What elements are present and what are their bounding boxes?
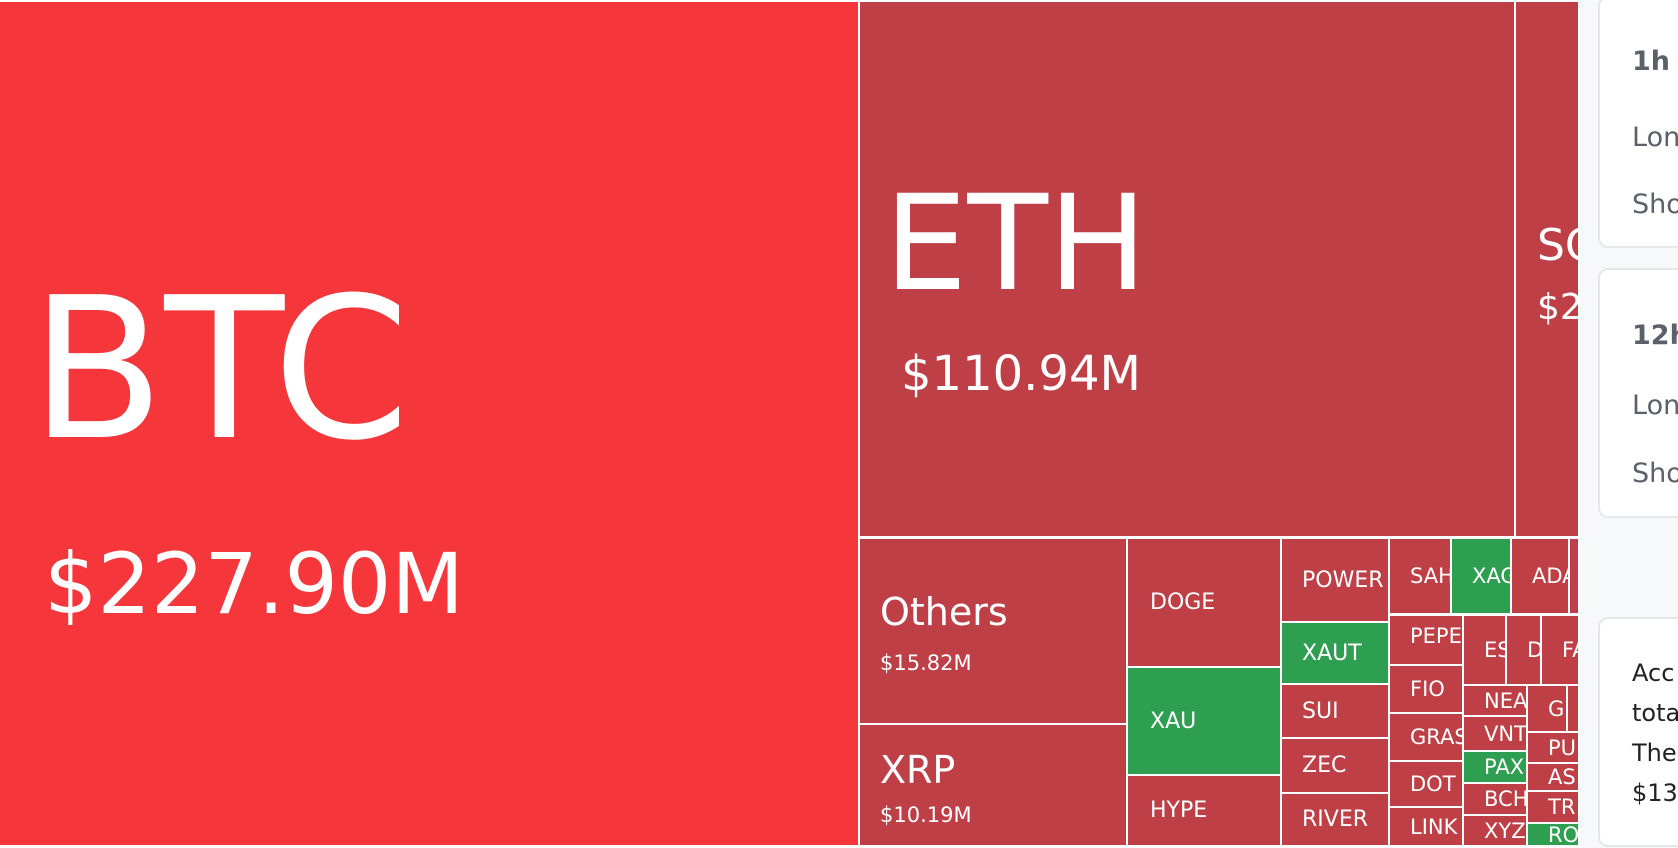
tile-doge[interactable]: DOGE bbox=[1128, 539, 1280, 666]
card-12h: 12h Lon Sho bbox=[1598, 268, 1678, 518]
summary-line: The bbox=[1632, 739, 1677, 767]
tile-symbol: ETH bbox=[884, 167, 1148, 321]
tile-pepe[interactable]: PEPE bbox=[1390, 616, 1462, 664]
tile-value: $2 bbox=[1537, 287, 1578, 328]
tile-symbol: XRP bbox=[880, 748, 956, 792]
summary-line: Acc bbox=[1632, 659, 1675, 687]
tile-tr[interactable]: TR bbox=[1528, 792, 1578, 822]
tile-value: $110.94M bbox=[901, 346, 1141, 402]
card-title: 12h bbox=[1632, 320, 1678, 351]
tile-pu[interactable]: PU bbox=[1528, 733, 1578, 762]
long-label: Lon bbox=[1632, 122, 1678, 153]
long-label: Lon bbox=[1632, 390, 1678, 421]
card-title: 1h bbox=[1632, 46, 1671, 77]
tile-as[interactable]: AS bbox=[1528, 764, 1578, 790]
card-summary: Acc tota The $13 bbox=[1598, 617, 1678, 847]
liquidation-treemap: BTC $227.90M ETH $110.94M SO $2 Others $… bbox=[0, 2, 1578, 845]
summary-line: tota bbox=[1632, 699, 1678, 727]
tile-xrp[interactable]: XRP $10.19M bbox=[860, 725, 1126, 845]
tile-btc[interactable]: BTC $227.90M bbox=[0, 2, 858, 845]
tile-es[interactable]: ES bbox=[1464, 616, 1505, 684]
tile-symbol: SO bbox=[1537, 220, 1578, 271]
tile-zec[interactable]: ZEC bbox=[1282, 739, 1388, 792]
tile-xau[interactable]: XAU bbox=[1128, 668, 1280, 774]
tile-ada[interactable]: ADA bbox=[1512, 539, 1568, 613]
tile-hype[interactable]: HYPE bbox=[1128, 776, 1280, 845]
tile-sah[interactable]: SAH bbox=[1390, 539, 1450, 613]
tile-sol[interactable]: SO $2 bbox=[1516, 2, 1578, 536]
tile-link[interactable]: LINK bbox=[1390, 808, 1462, 845]
tile-sliver[interactable] bbox=[1568, 686, 1578, 731]
tile-pax[interactable]: PAX bbox=[1464, 752, 1526, 782]
short-label: Sho bbox=[1632, 458, 1678, 489]
tile-power[interactable]: POWER bbox=[1282, 539, 1388, 621]
tile-fa[interactable]: FA bbox=[1542, 616, 1578, 684]
tile-value: $15.82M bbox=[880, 651, 972, 675]
tile-others[interactable]: Others $15.82M bbox=[860, 539, 1126, 723]
card-1h: 1h Lon Sho bbox=[1598, 0, 1678, 248]
short-label: Sho bbox=[1632, 189, 1678, 220]
tile-gras[interactable]: GRAS bbox=[1390, 714, 1462, 760]
tile-eth[interactable]: ETH $110.94M bbox=[860, 2, 1514, 536]
tile-nea[interactable]: NEA bbox=[1464, 686, 1526, 715]
tile-vnt[interactable]: VNT bbox=[1464, 717, 1526, 750]
liquidation-summary-panel: 1h Lon Sho 12h Lon Sho Acc tota The $13 bbox=[1580, 0, 1678, 848]
tile-xag[interactable]: XAG bbox=[1452, 539, 1510, 613]
tile-sui[interactable]: SUI bbox=[1282, 685, 1388, 737]
tile-symbol: BTC bbox=[30, 256, 410, 484]
tile-fio[interactable]: FIO bbox=[1390, 666, 1462, 712]
tile-xaut[interactable]: XAUT bbox=[1282, 623, 1388, 683]
tile-value: $10.19M bbox=[880, 803, 972, 827]
tile-river[interactable]: RIVER bbox=[1282, 794, 1388, 845]
tile-g[interactable]: G bbox=[1528, 686, 1566, 731]
tile-d[interactable]: D bbox=[1507, 616, 1540, 684]
tile-symbol: Others bbox=[880, 590, 1008, 634]
tile-dot[interactable]: DOT bbox=[1390, 762, 1462, 806]
tile-bch[interactable]: BCH bbox=[1464, 784, 1526, 814]
tile-ro[interactable]: RO bbox=[1528, 824, 1578, 845]
tile-value: $227.90M bbox=[44, 535, 464, 633]
summary-line: $13 bbox=[1632, 779, 1678, 807]
tile-xyz[interactable]: XYZ bbox=[1464, 816, 1526, 845]
tile-sliver[interactable] bbox=[1570, 539, 1578, 613]
